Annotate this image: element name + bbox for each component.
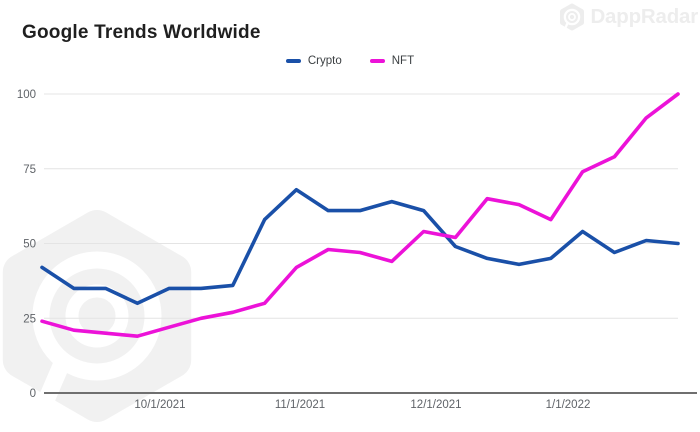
crypto-series-swatch bbox=[285, 59, 301, 63]
logo-tail bbox=[32, 352, 72, 421]
x-tick-label: 1/1/2022 bbox=[546, 399, 591, 411]
dappradar-brand-watermark: DappRadar bbox=[558, 3, 698, 31]
y-tick-label: 75 bbox=[23, 164, 36, 176]
crypto-legend-label: Crypto bbox=[307, 55, 342, 67]
x-tick-label: 10/1/2021 bbox=[134, 399, 185, 411]
legend-item-crypto[interactable]: Crypto bbox=[285, 55, 342, 67]
chart-title: Google Trends Worldwide bbox=[22, 22, 261, 43]
legend-item-nft[interactable]: NFT bbox=[369, 55, 415, 67]
y-tick-label: 25 bbox=[23, 313, 36, 325]
nft-series-swatch bbox=[369, 59, 385, 63]
crypto-series-line bbox=[40, 187, 680, 306]
dappradar-wordmark: DappRadar bbox=[590, 5, 698, 28]
logo-outer-ring bbox=[32, 251, 162, 381]
legend: Crypto NFT bbox=[0, 55, 700, 67]
x-tick-label: 11/1/2021 bbox=[275, 399, 325, 411]
x-tick-label: 12/1/2021 bbox=[410, 399, 461, 411]
y-tick-label: 0 bbox=[30, 388, 36, 400]
dappradar-logo-icon bbox=[560, 3, 585, 31]
y-tick-label: 100 bbox=[17, 89, 36, 101]
nft-legend-label: NFT bbox=[391, 55, 415, 67]
nft-series-line bbox=[40, 92, 680, 339]
logo-inner-ring bbox=[65, 284, 129, 348]
y-tick-label: 50 bbox=[23, 239, 36, 251]
